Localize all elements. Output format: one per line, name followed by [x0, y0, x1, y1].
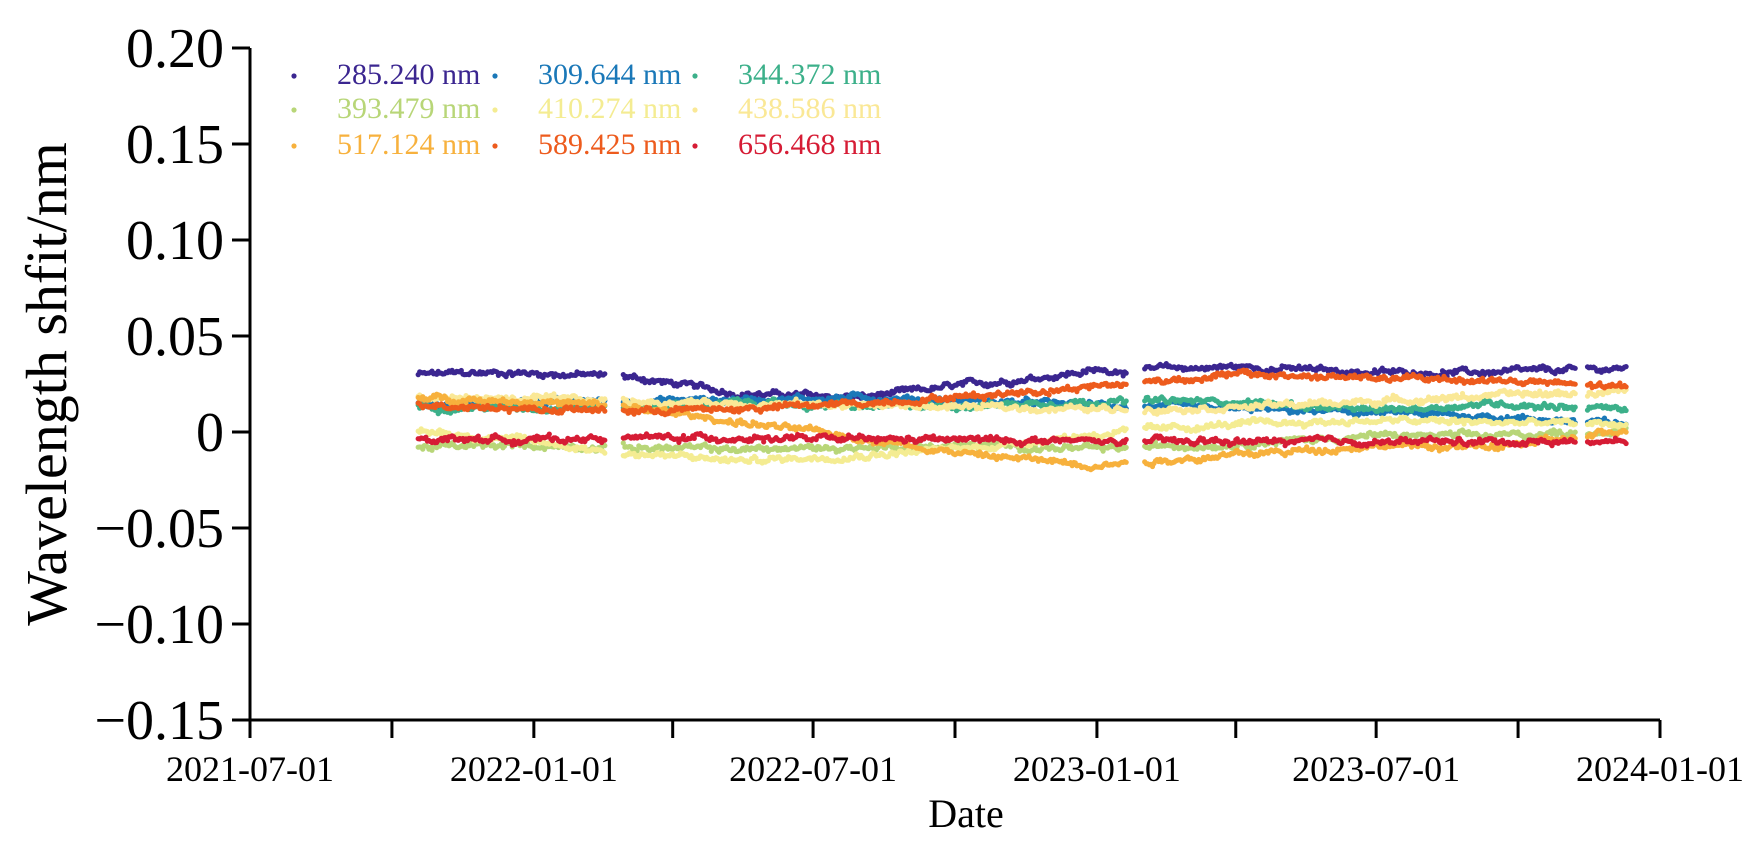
data-point	[1572, 391, 1578, 397]
data-point	[602, 371, 608, 377]
data-point	[1572, 365, 1578, 371]
data-point	[602, 396, 608, 402]
data-point	[1123, 408, 1129, 414]
data-point	[1123, 370, 1129, 376]
data-point	[1623, 407, 1629, 414]
data-point	[1623, 364, 1629, 370]
data-point	[1094, 400, 1100, 406]
data-point	[1572, 421, 1578, 427]
data-point	[852, 405, 858, 412]
data-points	[415, 361, 1629, 473]
data-point	[1572, 429, 1578, 435]
data-point	[1123, 444, 1129, 451]
data-point	[1123, 426, 1129, 432]
data-point	[1123, 459, 1129, 465]
data-point	[1623, 421, 1629, 428]
series-285-240-nm-points	[415, 361, 1629, 402]
data-point	[602, 450, 608, 456]
data-point	[1119, 396, 1125, 402]
data-point	[1123, 398, 1129, 404]
data-point	[1572, 404, 1578, 410]
data-point	[904, 393, 910, 399]
